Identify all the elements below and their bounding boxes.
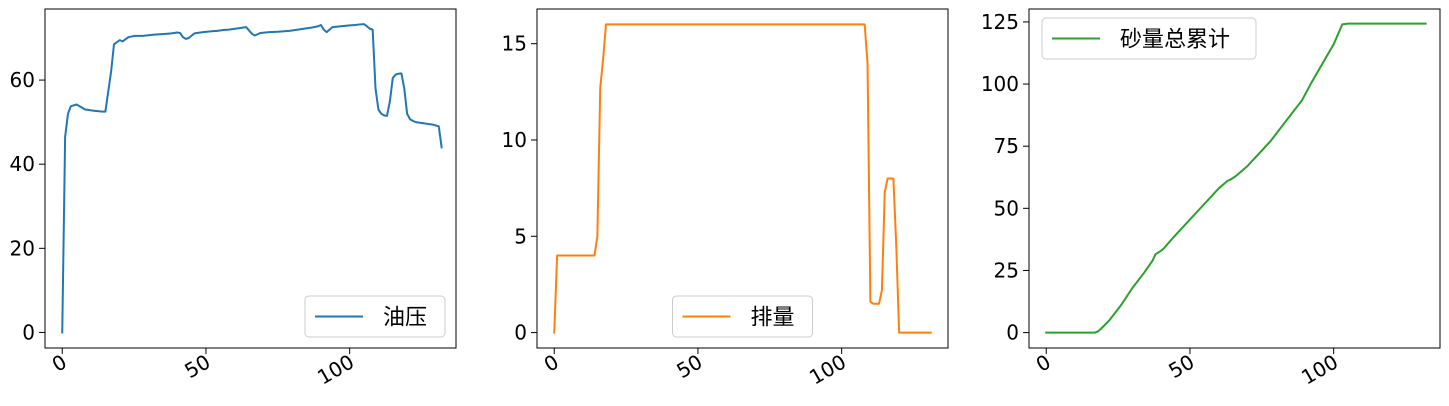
x-tick-label: 100 <box>313 350 358 390</box>
series-line <box>553 23 932 334</box>
x-tick-label: 0 <box>1032 350 1055 377</box>
y-tick-label: 5 <box>514 224 527 248</box>
legend-box <box>1041 17 1257 60</box>
y-tick-label: 0 <box>1006 321 1019 345</box>
y-tick-label: 25 <box>994 258 1019 282</box>
chart-panel-displacement: 0 5 10 15 0 50 100 排量 <box>502 8 949 390</box>
chart-panel-oil-pressure: 0 20 40 60 0 50 100 油压 <box>10 8 457 390</box>
legend: 砂量总累计 <box>1041 17 1257 60</box>
axes-frame <box>536 8 949 349</box>
y-tick-label: 50 <box>994 196 1019 220</box>
legend-label: 油压 <box>383 306 427 331</box>
x-tick-label: 50 <box>1164 350 1198 384</box>
y-tick-label: 40 <box>10 152 35 176</box>
x-tick-label: 100 <box>1297 350 1342 390</box>
y-tick-label: 60 <box>10 68 35 92</box>
axes-frame <box>44 8 457 349</box>
y-tick-label: 10 <box>502 128 527 152</box>
legend-box <box>304 295 446 338</box>
legend-label: 砂量总累计 <box>1120 28 1230 53</box>
x-tick-label: 0 <box>540 350 563 377</box>
y-tick-label: 0 <box>22 320 35 344</box>
x-tick-label: 0 <box>48 350 71 377</box>
x-tick-label: 100 <box>805 350 850 390</box>
y-tick-label: 20 <box>10 236 35 260</box>
chart-panel-sand-total: 0 25 50 75 100 125 0 50 100 砂量总累计 <box>981 8 1441 390</box>
legend: 油压 <box>304 295 446 338</box>
y-tick-label: 125 <box>981 10 1019 34</box>
y-tick-label: 100 <box>981 72 1019 96</box>
y-tick-label: 0 <box>514 321 527 345</box>
x-tick-label: 50 <box>180 350 214 384</box>
axes-frame <box>1028 8 1441 349</box>
series-line <box>61 23 443 334</box>
legend: 排量 <box>672 295 813 338</box>
x-tick-label: 50 <box>672 350 706 384</box>
y-tick-label: 75 <box>994 134 1019 158</box>
legend-box <box>672 295 813 338</box>
legend-label: 排量 <box>751 306 795 331</box>
series-line <box>1045 22 1427 334</box>
y-tick-label: 15 <box>502 32 527 56</box>
